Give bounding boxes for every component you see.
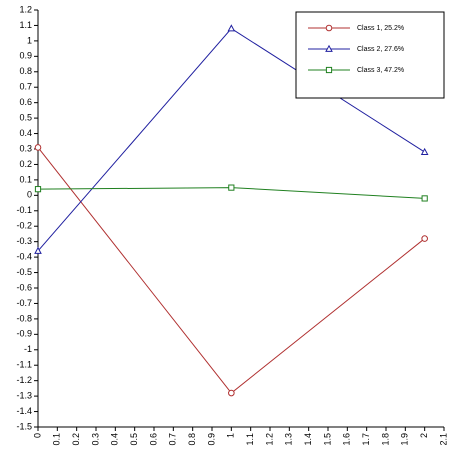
y-tick-label: -0.4 [16,251,32,261]
y-tick-label: -1.1 [16,360,32,370]
x-tick-label: 2.1 [438,433,448,446]
y-tick-label: 0.1 [19,174,32,184]
x-tick-label: 0.2 [71,433,81,446]
legend-label: Class 2, 27.6% [357,46,404,53]
marker [34,246,42,254]
x-tick-label: 0.1 [52,433,62,446]
marker [325,44,333,52]
y-tick-label: -0.6 [16,282,32,292]
y-tick-label: 0.7 [19,82,32,92]
y-tick-label: -0.8 [16,313,32,323]
x-tick-label: 1.3 [284,433,294,446]
marker [228,389,235,397]
y-tick-label: 0.5 [19,112,32,122]
y-tick-label: -1.2 [16,375,32,385]
y-tick-label: -1.5 [16,421,32,431]
x-tick-label: 1.4 [303,433,313,446]
y-tick-label: -0.5 [16,267,32,277]
marker [34,186,42,193]
marker [325,66,333,74]
y-tick-label: 1 [27,35,32,45]
marker [421,235,428,242]
y-tick-label: 0.4 [19,128,32,138]
x-tick-label: 1.8 [380,433,390,446]
legend-label: Class 1, 25.2% [357,25,404,32]
legend-label: Class 3, 47.2% [357,67,404,74]
x-tick-label: 0.4 [110,433,120,446]
legend: Class 1, 25.2% Class 2, 27.6% Class 3, 47.… [295,11,445,99]
x-tick-label: 1.1 [245,433,255,446]
y-tick-label: -1 [24,344,32,354]
y-tick-label: -0.7 [16,298,32,308]
x-tick-label: 0.8 [187,433,197,446]
x-tick-label: 1.2 [264,433,274,446]
x-tick-label: 0.5 [129,433,139,446]
marker [325,24,333,32]
y-tick-label: -1.3 [16,390,32,400]
y-tick-label: -0.9 [16,329,32,339]
x-tick-label: 0.3 [90,433,100,446]
marker [228,184,235,191]
x-tick-label: 1.6 [342,433,352,446]
marker [227,24,236,32]
legend-box [295,11,445,99]
x-tick-label: 1.7 [361,433,371,446]
y-tick-label: -0.2 [16,221,32,231]
x-tick-label: 0.6 [148,433,158,446]
marker [34,144,42,151]
x-tick-label: 1 [226,433,236,438]
marker [420,147,429,155]
y-tick-label: 1.1 [19,20,32,30]
x-tick-label: 1.5 [322,433,332,446]
y-tick-label: 0.8 [19,66,32,76]
y-tick-label: -0.3 [16,236,32,246]
y-tick-label: 1.2 [19,4,32,14]
x-tick-label: 0 [32,433,42,438]
y-tick-label: -1.4 [16,406,32,416]
x-tick-label: 0.7 [168,433,178,446]
y-tick-label: 0.6 [19,97,32,107]
x-tick-label: 1.9 [400,433,410,446]
y-tick-label: -0.1 [16,205,32,215]
y-tick-label: 0.3 [19,143,32,153]
y-tick-label: 0.9 [19,51,32,61]
y-tick-label: 0.2 [19,159,32,169]
x-tick-label: 2 [419,433,429,438]
marker [421,195,428,202]
x-tick-label: 0.9 [206,433,216,446]
y-tick-label: 0 [27,190,32,200]
